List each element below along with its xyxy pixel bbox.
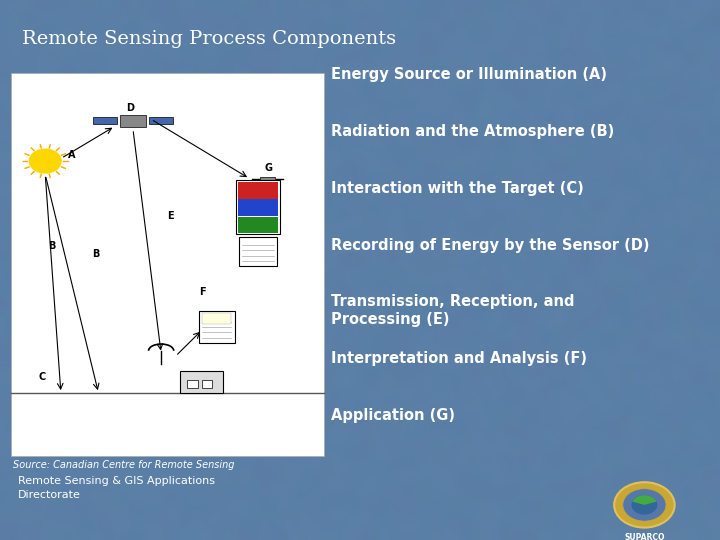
Text: Interaction with the Target (C): Interaction with the Target (C) [331, 181, 584, 196]
Bar [149, 117, 173, 124]
Circle shape [623, 489, 666, 521]
Bar [180, 372, 223, 393]
Bar [239, 237, 276, 266]
Text: SUPARCO: SUPARCO [624, 533, 665, 540]
Bar [202, 380, 212, 388]
Text: B: B [48, 241, 55, 251]
Text: C: C [39, 372, 46, 382]
Bar [120, 116, 146, 127]
Text: Energy Source or Illumination (A): Energy Source or Illumination (A) [331, 68, 607, 83]
Wedge shape [632, 495, 657, 505]
Bar [261, 177, 275, 185]
Text: Transmission, Reception, and
Processing (E): Transmission, Reception, and Processing … [331, 294, 575, 327]
Text: A: A [68, 150, 76, 160]
Text: B: B [92, 249, 99, 259]
Text: Application (G): Application (G) [331, 408, 455, 423]
Bar [94, 117, 117, 124]
Text: D: D [126, 103, 134, 113]
Bar [238, 217, 278, 233]
Circle shape [614, 482, 675, 528]
Text: Remote Sensing & GIS Applications
Directorate: Remote Sensing & GIS Applications Direct… [18, 476, 215, 500]
FancyBboxPatch shape [11, 73, 324, 456]
Text: E: E [167, 211, 174, 221]
Bar [238, 199, 278, 216]
Circle shape [30, 149, 61, 173]
Bar [202, 314, 231, 325]
Text: Remote Sensing Process Components: Remote Sensing Process Components [22, 30, 396, 48]
Text: Radiation and the Atmosphere (B): Radiation and the Atmosphere (B) [331, 124, 614, 139]
Circle shape [631, 495, 657, 515]
Text: Interpretation and Analysis (F): Interpretation and Analysis (F) [331, 351, 588, 366]
Text: F: F [199, 287, 205, 298]
Bar [238, 181, 278, 199]
Bar [199, 311, 235, 343]
Text: Source: Canadian Centre for Remote Sensing: Source: Canadian Centre for Remote Sensi… [13, 460, 235, 470]
Text: G: G [264, 163, 272, 173]
Text: Recording of Energy by the Sensor (D): Recording of Energy by the Sensor (D) [331, 238, 649, 253]
Bar [187, 380, 198, 388]
Bar [236, 180, 279, 234]
